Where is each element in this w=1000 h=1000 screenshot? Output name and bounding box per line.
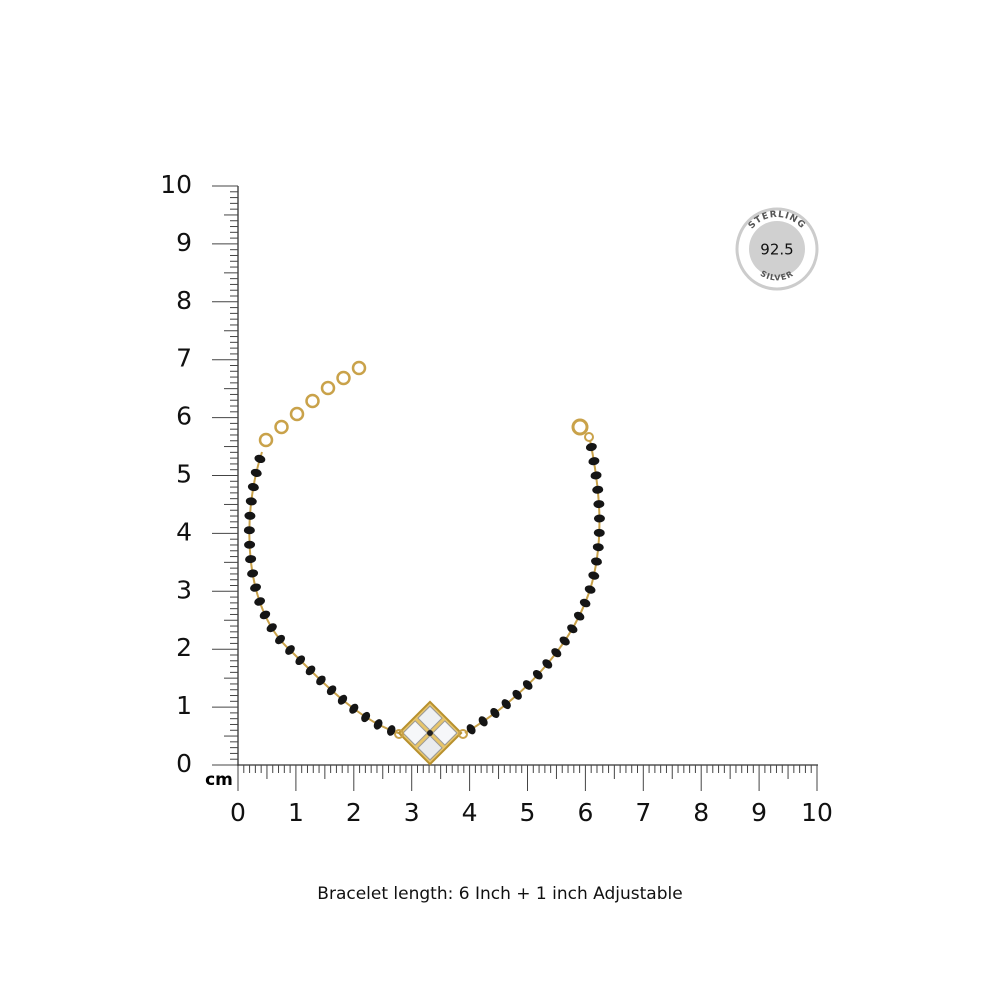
badge: STERLING 92.5 SILVER	[735, 207, 819, 291]
bead	[590, 471, 602, 480]
x-label: 2	[346, 798, 362, 827]
stone	[417, 735, 443, 761]
bead	[593, 528, 605, 537]
bead	[244, 511, 256, 520]
bead	[386, 725, 396, 736]
bead	[585, 443, 597, 452]
x-label: 0	[230, 798, 246, 827]
chain-link	[258, 432, 274, 448]
bead	[532, 669, 543, 680]
pendant-center	[427, 730, 433, 736]
y-label: 2	[176, 633, 192, 662]
bead	[326, 685, 337, 696]
bead	[592, 543, 604, 552]
x-label: 6	[577, 798, 593, 827]
bead	[501, 699, 511, 710]
y-label: 4	[176, 517, 192, 546]
y-label: 10	[160, 170, 192, 199]
badge-inner	[749, 221, 805, 277]
bead	[584, 585, 596, 594]
stone	[402, 720, 428, 746]
bead	[478, 716, 488, 727]
badge-bottom: SILVER	[759, 269, 795, 283]
bead	[247, 483, 259, 492]
x-label: 4	[462, 798, 478, 827]
bead	[250, 468, 262, 478]
x-label: 10	[801, 798, 833, 827]
chain-link	[305, 393, 320, 409]
bead	[490, 707, 500, 718]
bead	[361, 711, 371, 723]
bead	[247, 569, 259, 578]
x-label: 9	[751, 798, 767, 827]
y-label: 7	[176, 344, 192, 373]
bead	[373, 719, 383, 730]
bead	[579, 598, 591, 608]
x-label: 8	[693, 798, 709, 827]
bead	[243, 526, 255, 535]
bead	[573, 611, 585, 621]
bead	[542, 659, 553, 669]
bead	[244, 540, 256, 549]
bead	[593, 514, 605, 523]
bead	[567, 624, 578, 634]
bead	[588, 457, 600, 466]
bead	[559, 636, 570, 646]
x-label: 7	[635, 798, 651, 827]
chain-link	[320, 380, 336, 396]
bead	[466, 724, 476, 735]
bead	[588, 571, 600, 580]
jump-ring	[394, 729, 404, 739]
y-label: 0	[176, 749, 192, 778]
x-label: 1	[288, 798, 304, 827]
bead	[593, 500, 605, 509]
bead	[250, 583, 261, 592]
chain-link	[289, 406, 305, 422]
bead	[254, 597, 265, 606]
pendant	[397, 700, 463, 766]
bead	[295, 655, 306, 666]
bead	[266, 623, 277, 633]
y-label: 8	[176, 286, 192, 315]
bracelet	[243, 360, 605, 766]
clasp-ring	[584, 432, 594, 442]
stone	[432, 720, 458, 746]
y-label: 5	[176, 460, 192, 489]
bead	[591, 557, 602, 566]
bead	[512, 689, 522, 700]
badge-center: 92.5	[760, 241, 793, 259]
x-label: 3	[404, 798, 420, 827]
y-label: 1	[176, 691, 192, 720]
bead	[337, 694, 348, 705]
bead	[275, 634, 285, 645]
caption: Bracelet length: 6 Inch + 1 inch Adjusta…	[317, 884, 682, 904]
x-label: 5	[520, 798, 536, 827]
ruler: cm 0 1 2 3 4 5 6 7 8 9 10 0 1 2 3 4 5 6 7 8 9 10	[160, 170, 833, 827]
bead	[316, 675, 326, 686]
y-label: 3	[176, 575, 192, 604]
chain-link	[351, 360, 367, 376]
y-label: 6	[176, 402, 192, 431]
badge-bottom-text: SILVER	[759, 269, 794, 283]
bead	[259, 610, 271, 620]
bead	[285, 645, 295, 655]
bead	[551, 648, 562, 658]
bead	[245, 497, 257, 506]
chain-link	[274, 419, 289, 435]
bead	[245, 555, 257, 564]
bead	[592, 485, 604, 494]
unit-label: cm	[205, 770, 233, 790]
bead	[522, 680, 533, 690]
bead	[305, 665, 316, 676]
jump-ring	[458, 729, 468, 739]
bead	[254, 454, 266, 464]
bead	[349, 703, 359, 714]
stone	[417, 705, 443, 731]
extension-chain	[258, 360, 367, 448]
y-label: 9	[176, 228, 192, 257]
clasp	[571, 418, 589, 436]
chain-link	[336, 370, 351, 386]
